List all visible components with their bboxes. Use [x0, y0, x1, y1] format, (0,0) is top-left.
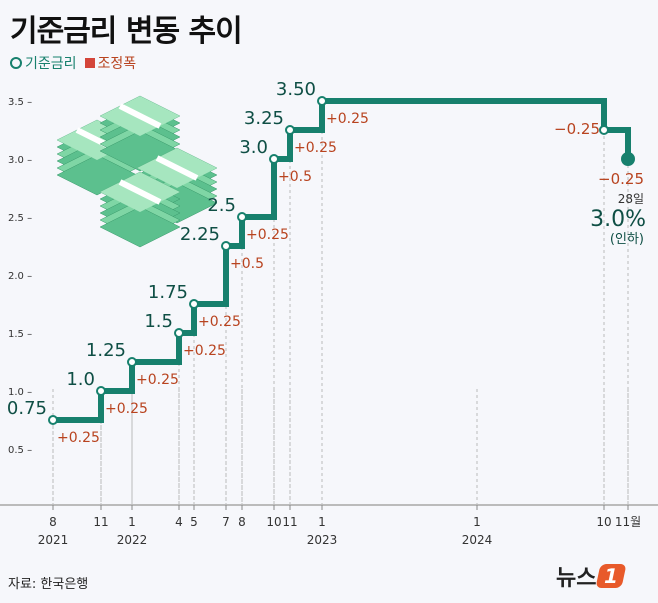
change-label: +0.25	[246, 227, 289, 243]
data-point	[221, 241, 231, 251]
change-label: +0.25	[183, 343, 226, 359]
x-tick-month: 8	[49, 515, 57, 529]
x-tick-month: 1	[128, 515, 136, 529]
y-tick-label: 2.0 –	[8, 271, 32, 282]
change-label: +0.25	[294, 140, 337, 156]
y-tick-label: 1.0 –	[8, 387, 32, 398]
value-label: 3.50	[276, 79, 316, 100]
legend-item-change: 조정폭	[84, 53, 137, 73]
x-tick-month: 1	[318, 515, 326, 529]
x-tick-month: 8	[238, 515, 246, 529]
data-point	[48, 415, 58, 425]
x-tick-year: 2022	[117, 533, 148, 547]
data-point	[269, 154, 279, 164]
logo-mark: 1	[595, 564, 627, 588]
y-tick-label: 0.5 –	[8, 445, 32, 456]
x-tick-month: 4	[175, 515, 183, 529]
x-tick-month: 11	[282, 515, 297, 529]
data-point	[621, 152, 635, 166]
square-icon	[84, 58, 95, 68]
y-tick-label: 3.0 –	[8, 155, 32, 166]
x-tick-month: 5	[190, 515, 198, 529]
x-tick-year: 2023	[307, 533, 338, 547]
x-tick-month: 10	[596, 515, 611, 529]
value-label: 1.25	[86, 340, 126, 361]
value-label: 3.0	[239, 137, 268, 158]
data-point	[189, 299, 199, 309]
money-band	[118, 103, 162, 129]
x-tick-month: 1	[473, 515, 481, 529]
legend-item-rate: 기준금리	[10, 53, 77, 73]
final-day: 28일	[618, 192, 644, 206]
change-label: +0.25	[57, 430, 100, 446]
value-label: 1.75	[148, 282, 188, 303]
chart-title: 기준금리 변동 추이	[10, 14, 243, 49]
final-note: (인하)	[610, 232, 644, 247]
y-tick-label: 2.5 –	[8, 213, 32, 224]
change-label: +0.5	[278, 169, 312, 185]
rate-line	[53, 98, 631, 423]
change-label: +0.25	[136, 372, 179, 388]
y-tick-label: 3.5 –	[8, 97, 32, 108]
value-label: 3.25	[244, 108, 284, 129]
money-band	[155, 155, 199, 181]
change-label: +0.25	[198, 314, 241, 330]
money-band	[118, 179, 162, 205]
legend: 기준금리 조정폭	[10, 53, 136, 73]
change-label: −0.25	[598, 170, 644, 188]
value-label: 1.5	[144, 311, 173, 332]
source-note: 자료: 한국은행	[8, 577, 89, 592]
change-label: +0.25	[326, 111, 369, 127]
legend-label: 기준금리	[25, 56, 77, 72]
value-label: 0.75	[7, 398, 47, 419]
change-label: −0.25	[554, 120, 600, 138]
final-value: 3.0%	[590, 207, 646, 232]
x-tick-year: 2024	[462, 533, 493, 547]
legend-label: 조정폭	[97, 56, 137, 72]
x-tick-month: 10	[266, 515, 281, 529]
value-label: 2.25	[180, 224, 220, 245]
data-point	[127, 357, 137, 367]
data-point	[174, 328, 184, 338]
news1-logo: 뉴스 1	[556, 560, 627, 592]
y-tick-label: 1.5 –	[8, 329, 32, 340]
value-label: 2.5	[207, 195, 236, 216]
data-point	[96, 386, 106, 396]
data-point	[317, 96, 327, 106]
logo-text: 뉴스	[556, 566, 597, 591]
ring-icon	[10, 57, 22, 69]
x-tick-month: 7	[222, 515, 230, 529]
x-tick-year: 2021	[38, 533, 69, 547]
change-label: +0.5	[230, 256, 264, 272]
data-point	[599, 125, 609, 135]
x-tick-month: 11월	[615, 515, 641, 529]
x-tick-month: 11	[93, 515, 108, 529]
data-point	[237, 212, 247, 222]
data-point	[285, 125, 295, 135]
value-label: 1.0	[66, 369, 95, 390]
change-label: +0.25	[105, 401, 148, 417]
money-stack	[99, 206, 181, 248]
